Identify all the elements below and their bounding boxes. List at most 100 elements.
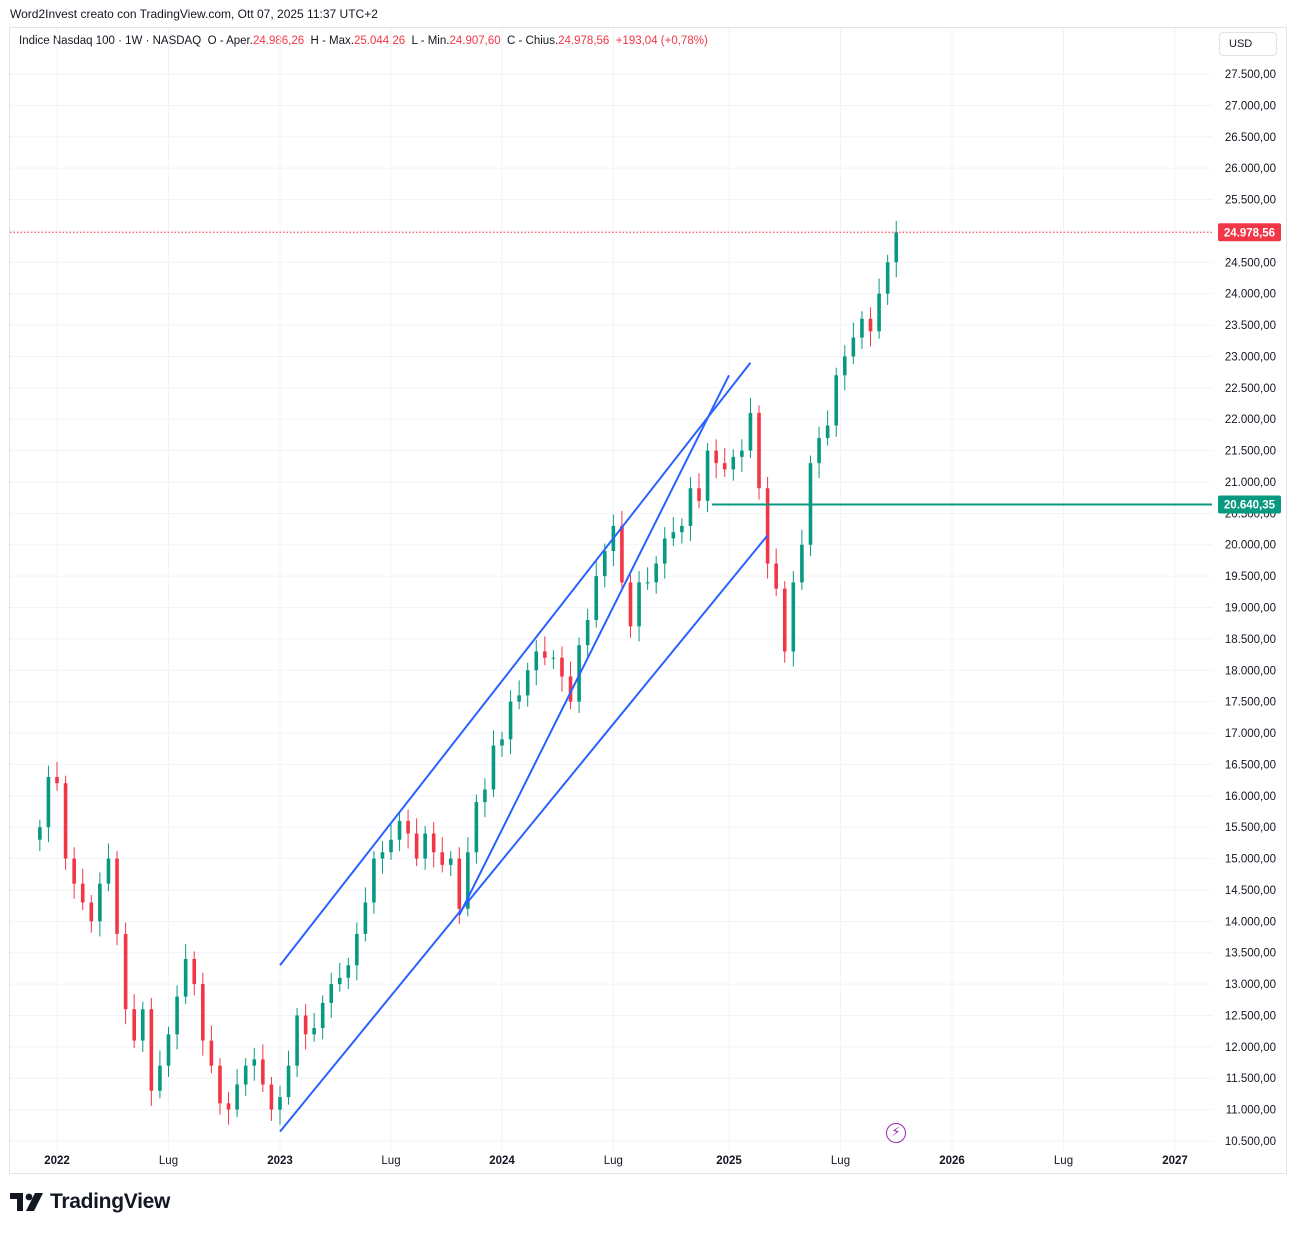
support-level-tag-bg <box>1218 495 1281 514</box>
price-tick-label: 15.500,00 <box>1225 822 1276 834</box>
candle-body <box>817 438 821 464</box>
candle-body <box>774 563 778 589</box>
candle-body <box>654 563 658 583</box>
candle-body <box>380 852 385 859</box>
candle-body <box>894 232 899 263</box>
legend-open-value: 24.986,26 <box>252 35 305 47</box>
candle-body <box>466 852 470 909</box>
candle-body <box>140 1009 145 1041</box>
candle-body <box>431 833 436 853</box>
candle-body <box>791 582 796 652</box>
candle-body <box>38 827 42 840</box>
price-tick-label: 26.000,00 <box>1225 163 1276 175</box>
candle-body <box>329 984 334 1003</box>
legend-close-label: C - Chius. <box>507 35 559 47</box>
candle-body <box>645 582 650 584</box>
candle-body <box>218 1065 222 1104</box>
price-axis[interactable]: 10.500,00 11.000,00 11.500,00 12.000,00 12.5… <box>1225 69 1276 1148</box>
candle-body <box>406 820 410 834</box>
legend-high-value: 25.044,26 <box>353 35 406 47</box>
legend-symbol: Indice Nasdaq 100 · 1W · NASDAQ <box>19 35 202 47</box>
candle-body <box>868 318 873 332</box>
candle-body <box>320 1002 325 1029</box>
candle-body <box>534 651 539 671</box>
drawings[interactable] <box>10 231 1212 1133</box>
time-tick-label: 2026 <box>939 1155 965 1167</box>
candle-body <box>688 488 693 526</box>
last-price-tag-bg <box>1218 223 1281 242</box>
candle-body <box>525 670 530 696</box>
price-tick-label: 14.000,00 <box>1225 916 1276 928</box>
candle-body <box>89 902 94 922</box>
trendline <box>279 362 752 966</box>
price-tags: 24.978,56 20.640,35 <box>1218 223 1281 514</box>
candle-body <box>448 858 453 865</box>
candle-body <box>602 551 607 577</box>
candle-body <box>568 676 573 702</box>
time-tick-label: 2022 <box>44 1155 70 1167</box>
price-tick-label: 23.500,00 <box>1225 320 1276 332</box>
price-tick-label: 21.500,00 <box>1225 446 1276 458</box>
price-tick-label: 24.000,00 <box>1225 289 1276 301</box>
candle-body <box>63 783 68 859</box>
candle-body <box>705 450 710 501</box>
candle-body <box>722 463 727 470</box>
time-tick-label: Lug <box>1054 1155 1073 1167</box>
candle-body <box>149 1009 154 1091</box>
price-tick-label: 23.000,00 <box>1225 351 1276 363</box>
lightning-icon[interactable]: ⚡ <box>886 1123 906 1143</box>
candle-body <box>551 657 556 659</box>
candle-body <box>697 488 701 501</box>
price-tick-label: 22.000,00 <box>1225 414 1276 426</box>
candle-body <box>106 858 111 884</box>
candle-body <box>98 883 102 922</box>
candle-body <box>628 582 633 627</box>
candle-body <box>671 532 676 539</box>
price-tick-label: 26.500,00 <box>1225 132 1276 144</box>
candle-body <box>851 337 856 357</box>
time-tick-label: Lug <box>604 1155 623 1167</box>
candle-body <box>295 1015 299 1066</box>
currency-selector[interactable]: USD <box>1219 32 1277 56</box>
price-tick-label: 24.500,00 <box>1225 257 1276 269</box>
legend-high-label: H - Max. <box>310 35 354 47</box>
candle-body <box>508 701 513 740</box>
candle-body <box>132 1009 136 1041</box>
price-tick-label: 17.000,00 <box>1225 728 1276 740</box>
legend-low-value: 24.907,60 <box>449 35 501 47</box>
candle-body <box>842 356 847 376</box>
candle-body <box>355 933 359 966</box>
candle-body <box>123 933 128 1010</box>
symbol-legend[interactable]: Indice Nasdaq 100 · 1W · NASDAQ O - Aper… <box>19 35 708 47</box>
candle-body <box>680 525 684 533</box>
candle-body <box>312 1028 316 1035</box>
candle-body <box>740 450 744 457</box>
time-axis[interactable]: 2022 Lug 2023 Lug 2024 Lug 2025 Lug 2026 Lug 2027 <box>44 1155 1188 1167</box>
candle-body <box>731 456 736 470</box>
price-tick-label: 17.500,00 <box>1225 697 1276 709</box>
candle-body <box>800 544 804 583</box>
candle-body <box>585 620 590 646</box>
price-tick-label: 27.000,00 <box>1225 100 1276 112</box>
candle-body <box>363 902 368 934</box>
time-tick-label: 2023 <box>267 1155 293 1167</box>
tradingview-logo: TradingView <box>10 1190 170 1214</box>
candle-body <box>474 802 479 853</box>
chart-caption: Word2Invest creato con TradingView.com, … <box>10 7 378 21</box>
time-tick-label: Lug <box>381 1155 400 1167</box>
price-tick-label: 16.500,00 <box>1225 759 1276 771</box>
price-tick-label: 22.500,00 <box>1225 383 1276 395</box>
trendline <box>279 534 769 1133</box>
time-tick-label: 2025 <box>716 1155 742 1167</box>
candle-body <box>757 412 761 489</box>
legend-close-value: 24.978,56 <box>558 35 610 47</box>
grid-lines <box>10 28 1212 1150</box>
candle-body <box>560 657 564 677</box>
price-tick-label: 20.000,00 <box>1225 540 1276 552</box>
price-tick-label: 10.500,00 <box>1225 1136 1276 1148</box>
candle-body <box>261 1059 265 1085</box>
candle-body <box>252 1059 257 1066</box>
candle-body <box>55 776 59 784</box>
candle-body <box>637 582 641 627</box>
